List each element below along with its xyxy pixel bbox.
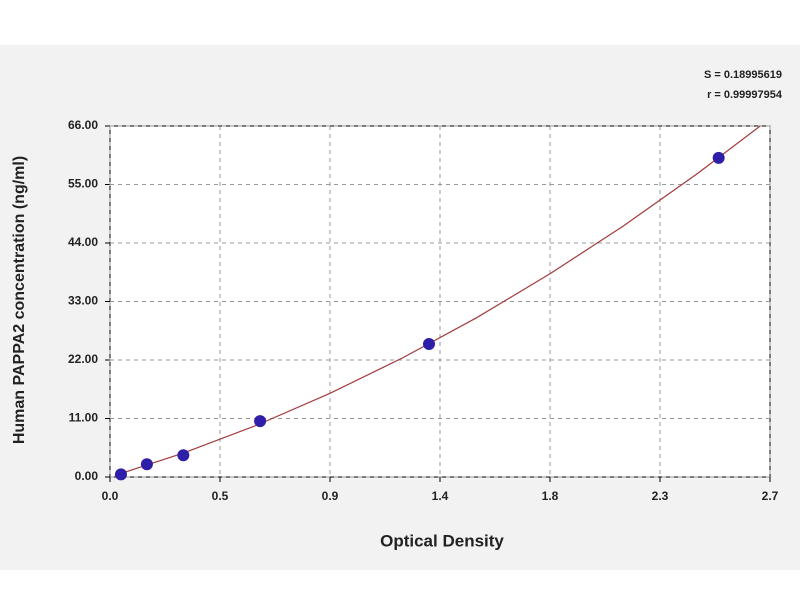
x-tick-label: 2.3 — [652, 489, 669, 503]
data-point — [254, 415, 267, 428]
x-tick-label: 2.7 — [762, 489, 779, 503]
x-tick-label: 0.9 — [322, 489, 339, 503]
y-tick-label: 44.00 — [68, 235, 98, 249]
x-tick-label: 1.8 — [542, 489, 559, 503]
annotation: S = 0.18995619 — [704, 69, 782, 81]
data-point — [140, 458, 153, 471]
x-axis-label: Optical Density — [380, 531, 504, 550]
y-tick-label: 11.00 — [69, 411, 99, 425]
data-point — [115, 468, 127, 481]
x-tick-label: 1.4 — [432, 489, 449, 503]
y-tick-label: 22.00 — [68, 352, 98, 366]
y-tick-label: 66.00 — [68, 118, 98, 132]
annotation: r = 0.99997954 — [707, 89, 783, 101]
data-point — [712, 151, 725, 164]
fit-line — [114, 125, 761, 477]
y-tick-label: 55.00 — [68, 177, 98, 191]
x-tick-label: 0.5 — [212, 489, 229, 503]
y-tick-label: 33.00 — [68, 294, 98, 308]
y-tick-label: 0.00 — [75, 469, 99, 483]
y-axis-label: Human PAPPA2 concentration (ng/ml) — [11, 156, 28, 444]
data-point — [423, 338, 435, 351]
x-tick-label: 0.0 — [102, 489, 119, 503]
data-point — [177, 449, 190, 462]
